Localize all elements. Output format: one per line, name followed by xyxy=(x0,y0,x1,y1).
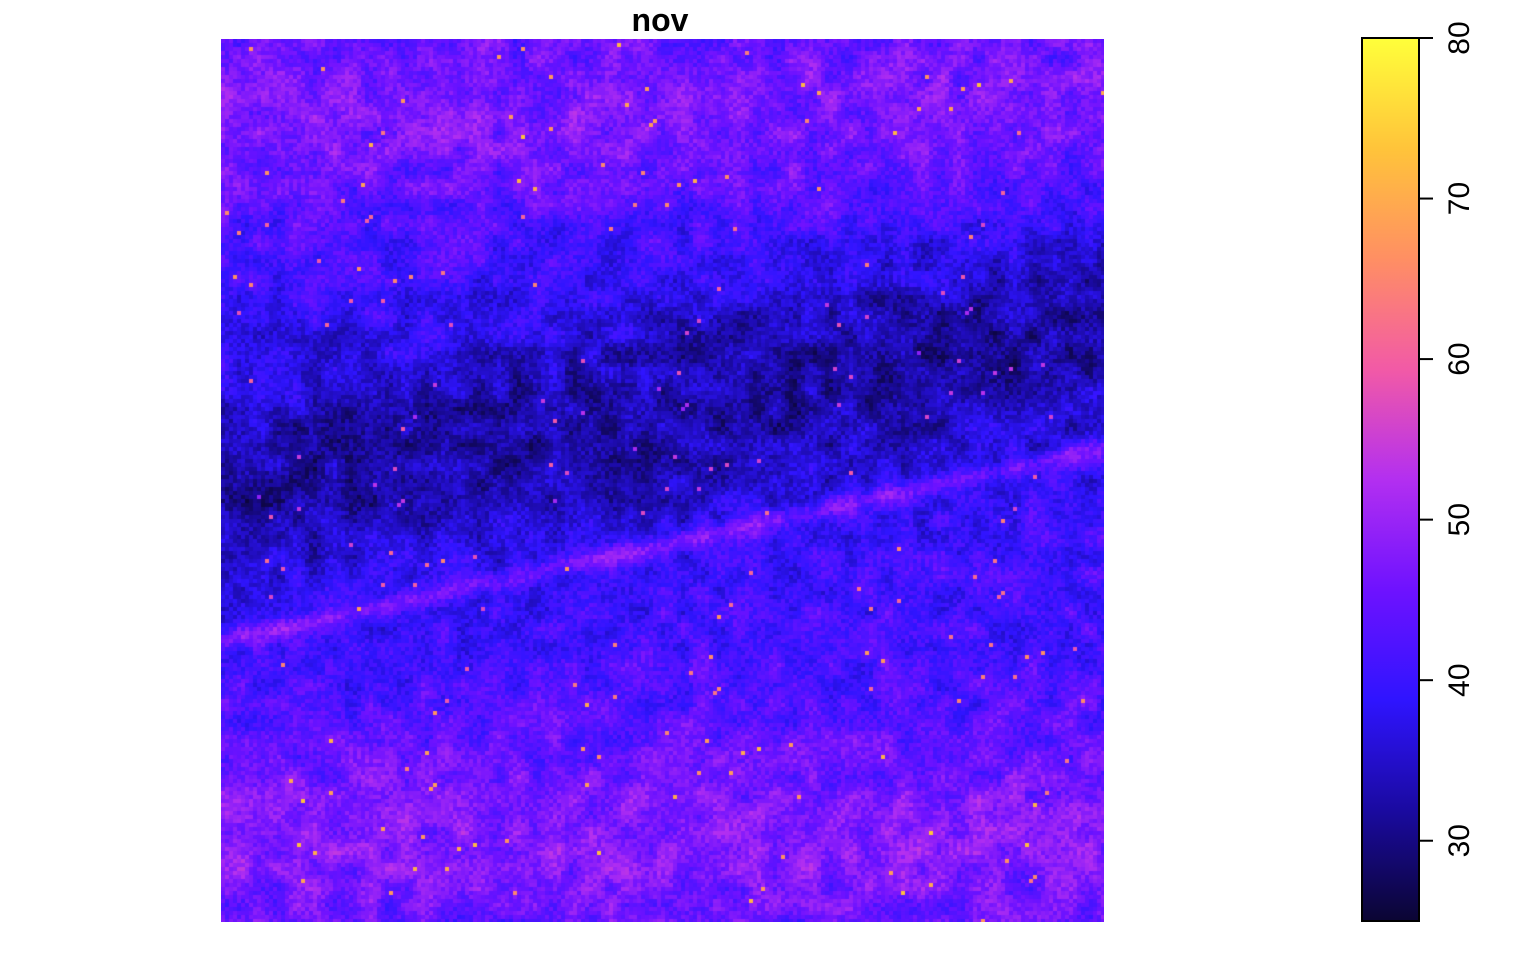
legend-tick-label: 80 xyxy=(1443,21,1476,54)
chart-title: nov xyxy=(631,2,689,38)
legend-ticks: 30 40 50 60 70 80 xyxy=(1419,21,1476,857)
legend-tick-label: 50 xyxy=(1443,503,1476,536)
legend-tick-label: 60 xyxy=(1443,342,1476,375)
legend-colorbar xyxy=(1361,37,1420,922)
legend-tick-label: 40 xyxy=(1443,663,1476,696)
legend-tick-label: 70 xyxy=(1443,182,1476,215)
color-legend: 30 40 50 60 70 80 xyxy=(1361,21,1476,922)
legend-tick-label: 30 xyxy=(1443,824,1476,857)
raster-heatmap xyxy=(221,39,1104,922)
